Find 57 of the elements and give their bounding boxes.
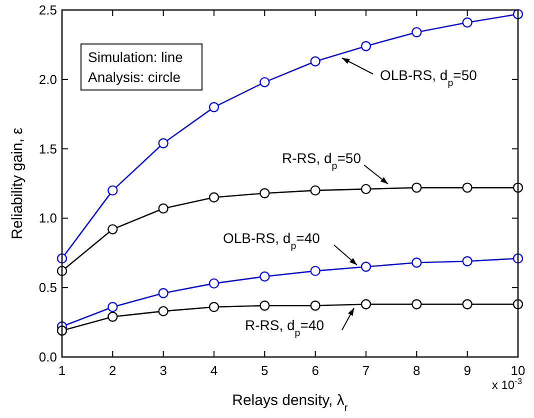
x-tick-label: 7	[362, 363, 370, 378]
y-tick-label: 1.0	[38, 210, 57, 226]
point	[208, 278, 220, 289]
point	[158, 203, 168, 214]
point	[260, 188, 270, 198]
x-tick-label: 8	[413, 363, 420, 378]
point	[412, 27, 422, 38]
point	[260, 271, 270, 282]
point	[108, 302, 118, 312]
y-tick-label: 2.0	[38, 72, 57, 87]
series-label: R-RS, d$_{p}$=50	[282, 150, 362, 172]
y-tick-label: 0.0	[38, 350, 57, 364]
point	[108, 224, 118, 234]
point	[310, 300, 320, 311]
x-tick-label: 10	[510, 363, 526, 378]
point	[360, 262, 372, 272]
x-tick-label: 2	[109, 363, 116, 378]
y-tick-label: 1.5	[38, 141, 57, 156]
x-tick-label: 3	[160, 363, 167, 378]
y-tick-label: 2.5	[38, 2, 57, 18]
point	[260, 77, 270, 88]
y-axis-title: Reliability gain, ε	[9, 127, 26, 240]
point	[208, 192, 220, 202]
point	[108, 185, 118, 196]
series-label: OLB-RS, d$_{p}$=40	[223, 230, 320, 252]
point	[108, 312, 118, 322]
x-tick-label: 5	[261, 363, 268, 378]
x-axis-title: Relays density, λ$_{r}$	[232, 392, 348, 414]
x-tick-label: 6	[312, 363, 319, 378]
point	[360, 299, 372, 310]
point	[208, 302, 220, 312]
legend-label: R-RS, d$_{p}$=40	[245, 317, 324, 338]
series-label: OLB-RS, d$_{p}$=50	[380, 67, 478, 88]
point	[412, 258, 422, 268]
text: x 10$^{-3}$	[492, 376, 522, 392]
point	[412, 182, 422, 193]
x-tick-label: 9	[464, 363, 471, 378]
point	[360, 184, 372, 194]
point	[310, 56, 320, 66]
x-tick-label: 1	[58, 363, 66, 378]
annotation: Analysis: circle	[88, 69, 181, 85]
point	[462, 182, 472, 193]
y-tick-label: 0.5	[38, 280, 57, 296]
point	[412, 299, 422, 310]
point	[462, 299, 472, 310]
point	[310, 266, 320, 276]
point	[310, 185, 320, 196]
point	[158, 288, 168, 298]
point	[462, 17, 472, 28]
point	[260, 300, 270, 311]
point	[158, 306, 168, 316]
point	[360, 40, 372, 52]
annotation: Simulation: line	[88, 49, 184, 65]
point	[208, 102, 220, 112]
point	[462, 256, 472, 266]
x-tick-label: 4	[210, 363, 218, 378]
point	[158, 138, 168, 148]
